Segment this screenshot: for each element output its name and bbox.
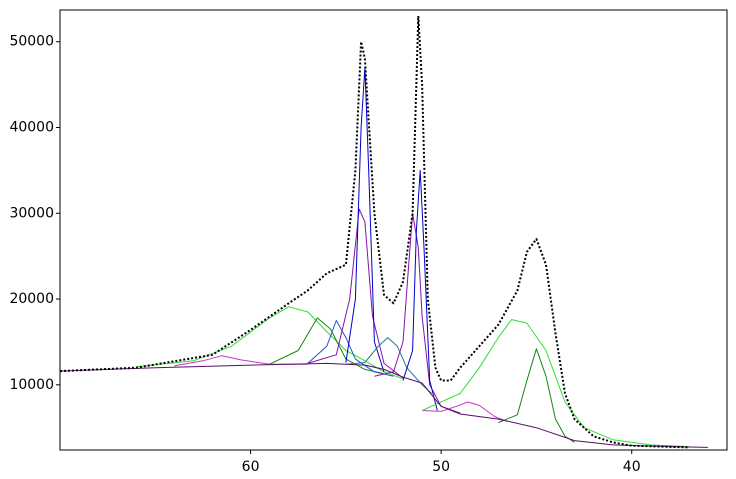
- x-tick-label: 50: [432, 459, 450, 475]
- total-curve: [59, 15, 689, 449]
- component-curve: [422, 401, 508, 423]
- component-curve: [345, 67, 385, 373]
- component-curve: [374, 212, 461, 414]
- component-curve: [59, 362, 708, 448]
- component-curve: [421, 319, 689, 448]
- component-curve: [498, 348, 575, 443]
- y-tick-label: 30000: [9, 205, 54, 221]
- y-tick-label: 20000: [9, 291, 54, 307]
- component-curve: [307, 320, 394, 377]
- y-tick-label: 50000: [9, 34, 54, 50]
- component-curve: [402, 169, 438, 411]
- x-tick-label: 60: [242, 459, 260, 475]
- component-curve: [307, 208, 404, 379]
- component-curve: [345, 337, 432, 394]
- y-tick-label: 40000: [9, 120, 54, 136]
- component-curve: [269, 317, 385, 375]
- y-tick-label: 10000: [9, 377, 54, 393]
- plot-frame: [59, 9, 728, 451]
- x-tick-label: 40: [623, 459, 641, 475]
